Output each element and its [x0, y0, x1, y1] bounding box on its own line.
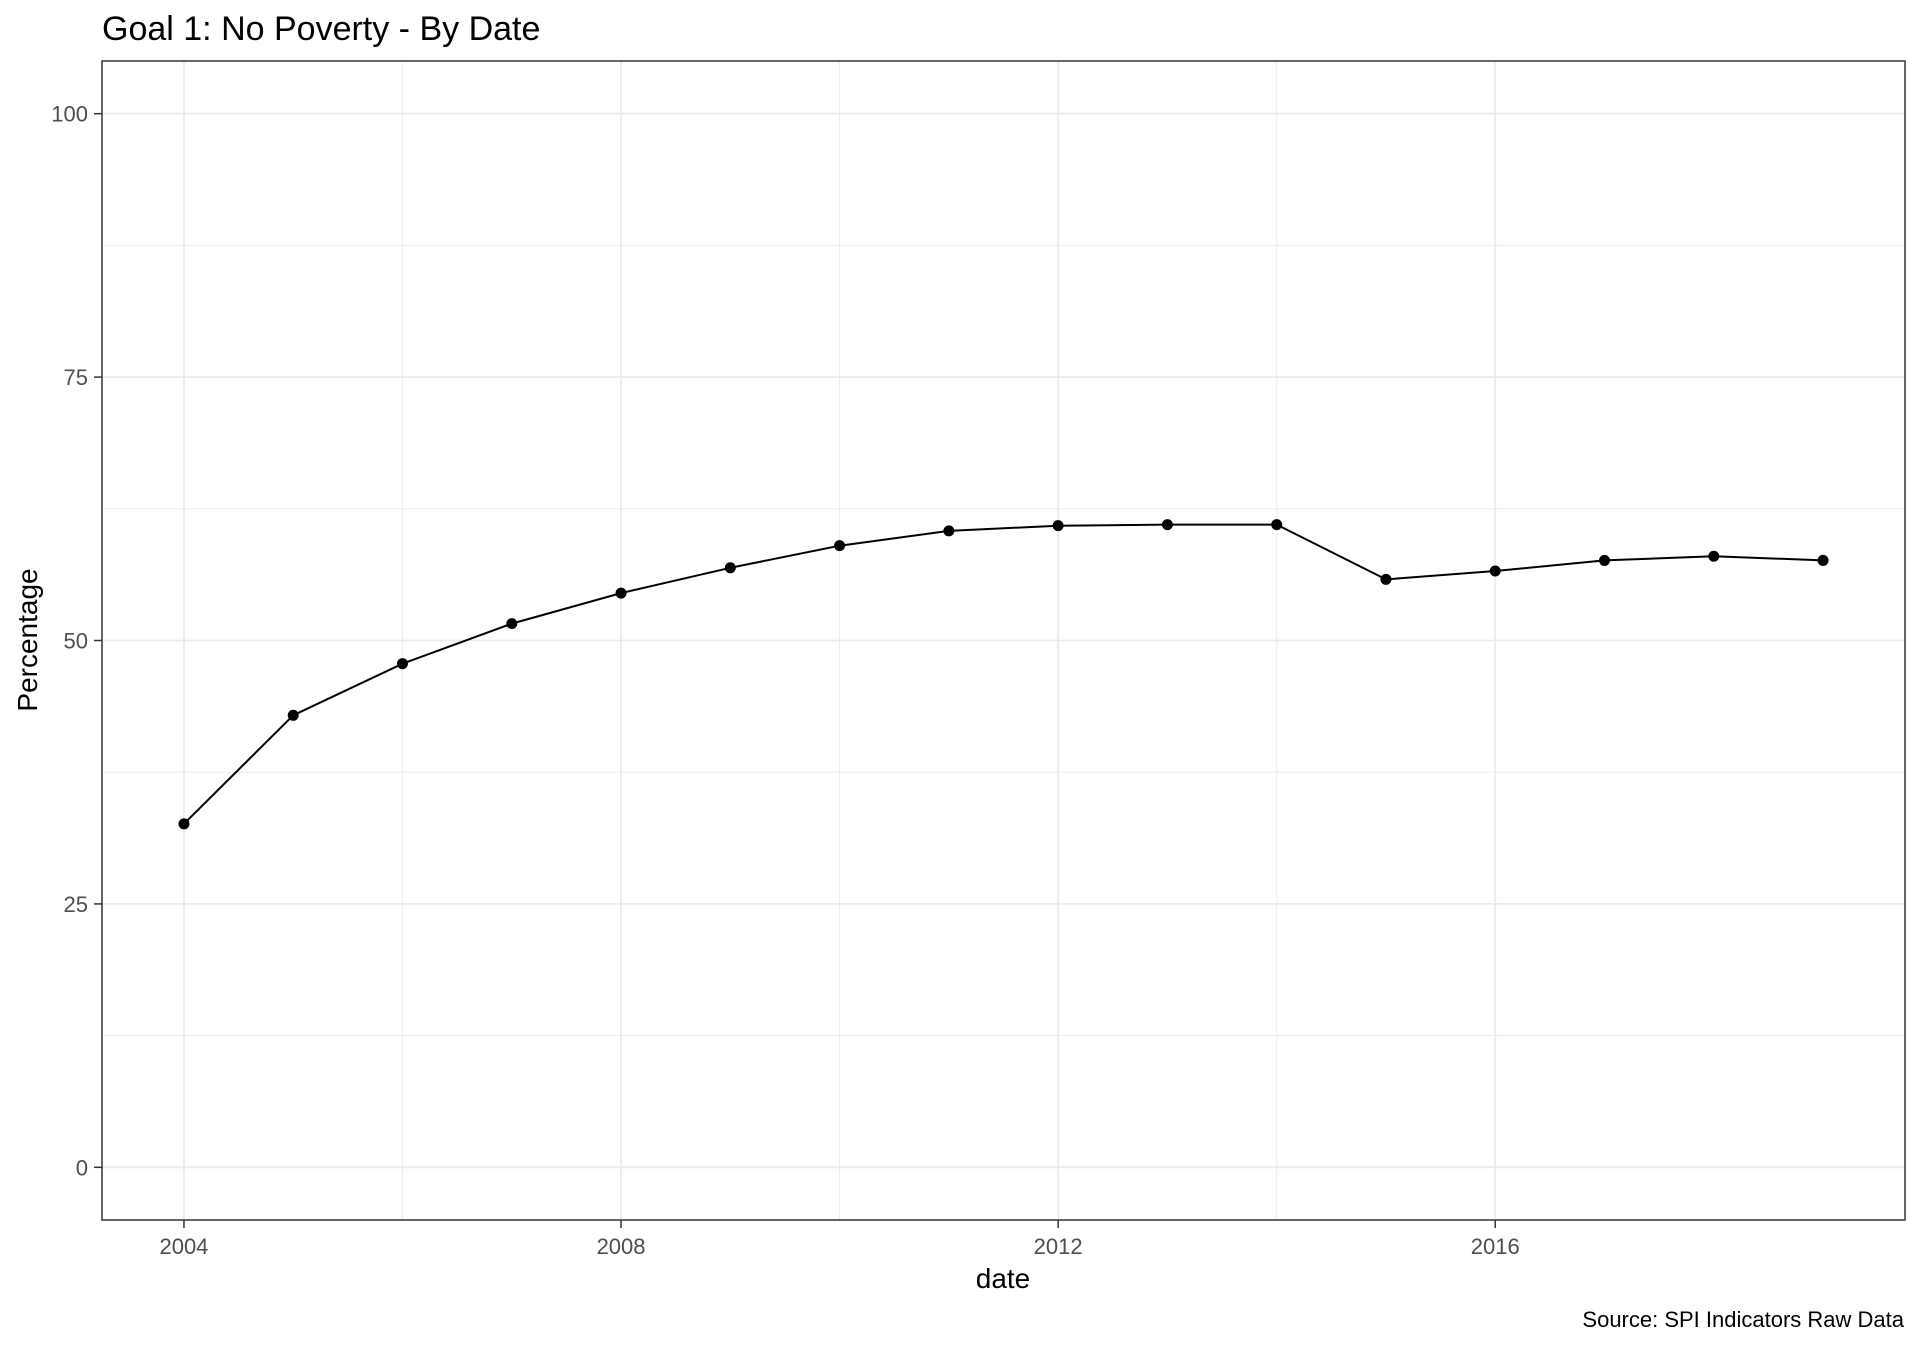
x-tick-label: 2012 [1034, 1234, 1083, 1259]
data-point [615, 587, 627, 599]
data-point [178, 818, 190, 830]
data-point [287, 709, 299, 721]
y-tick-label: 100 [51, 102, 88, 127]
chart-caption: Source: SPI Indicators Raw Data [1582, 1307, 1904, 1332]
series-layer [178, 519, 1829, 830]
data-point [506, 618, 518, 630]
x-axis: 2004 2008 2012 2016 [159, 1220, 1520, 1259]
data-point [1599, 554, 1610, 566]
x-tick-label: 2016 [1471, 1234, 1520, 1259]
y-axis-label: Percentage [12, 568, 43, 711]
grid-major [102, 61, 1905, 1220]
data-point [724, 562, 736, 574]
data-point [1271, 519, 1283, 531]
chart-title: Goal 1: No Poverty - By Date [102, 10, 540, 48]
y-tick-label: 50 [64, 629, 88, 654]
x-tick-label: 2004 [159, 1234, 208, 1259]
y-axis: 0 25 50 75 100 [51, 102, 102, 1180]
data-point [397, 658, 408, 670]
series-line [183, 523, 1824, 825]
y-tick-label: 0 [76, 1155, 88, 1180]
data-point [1817, 554, 1829, 566]
y-tick-label: 25 [64, 892, 88, 917]
x-axis-label: date [976, 1263, 1031, 1294]
data-point [943, 525, 955, 537]
data-point [1052, 520, 1064, 532]
y-tick-label: 75 [64, 365, 88, 390]
data-point [1161, 519, 1173, 531]
data-point [1380, 573, 1392, 585]
data-point [834, 540, 846, 552]
data-point [1708, 550, 1720, 562]
x-tick-label: 2008 [597, 1234, 646, 1259]
data-point [1489, 565, 1501, 577]
